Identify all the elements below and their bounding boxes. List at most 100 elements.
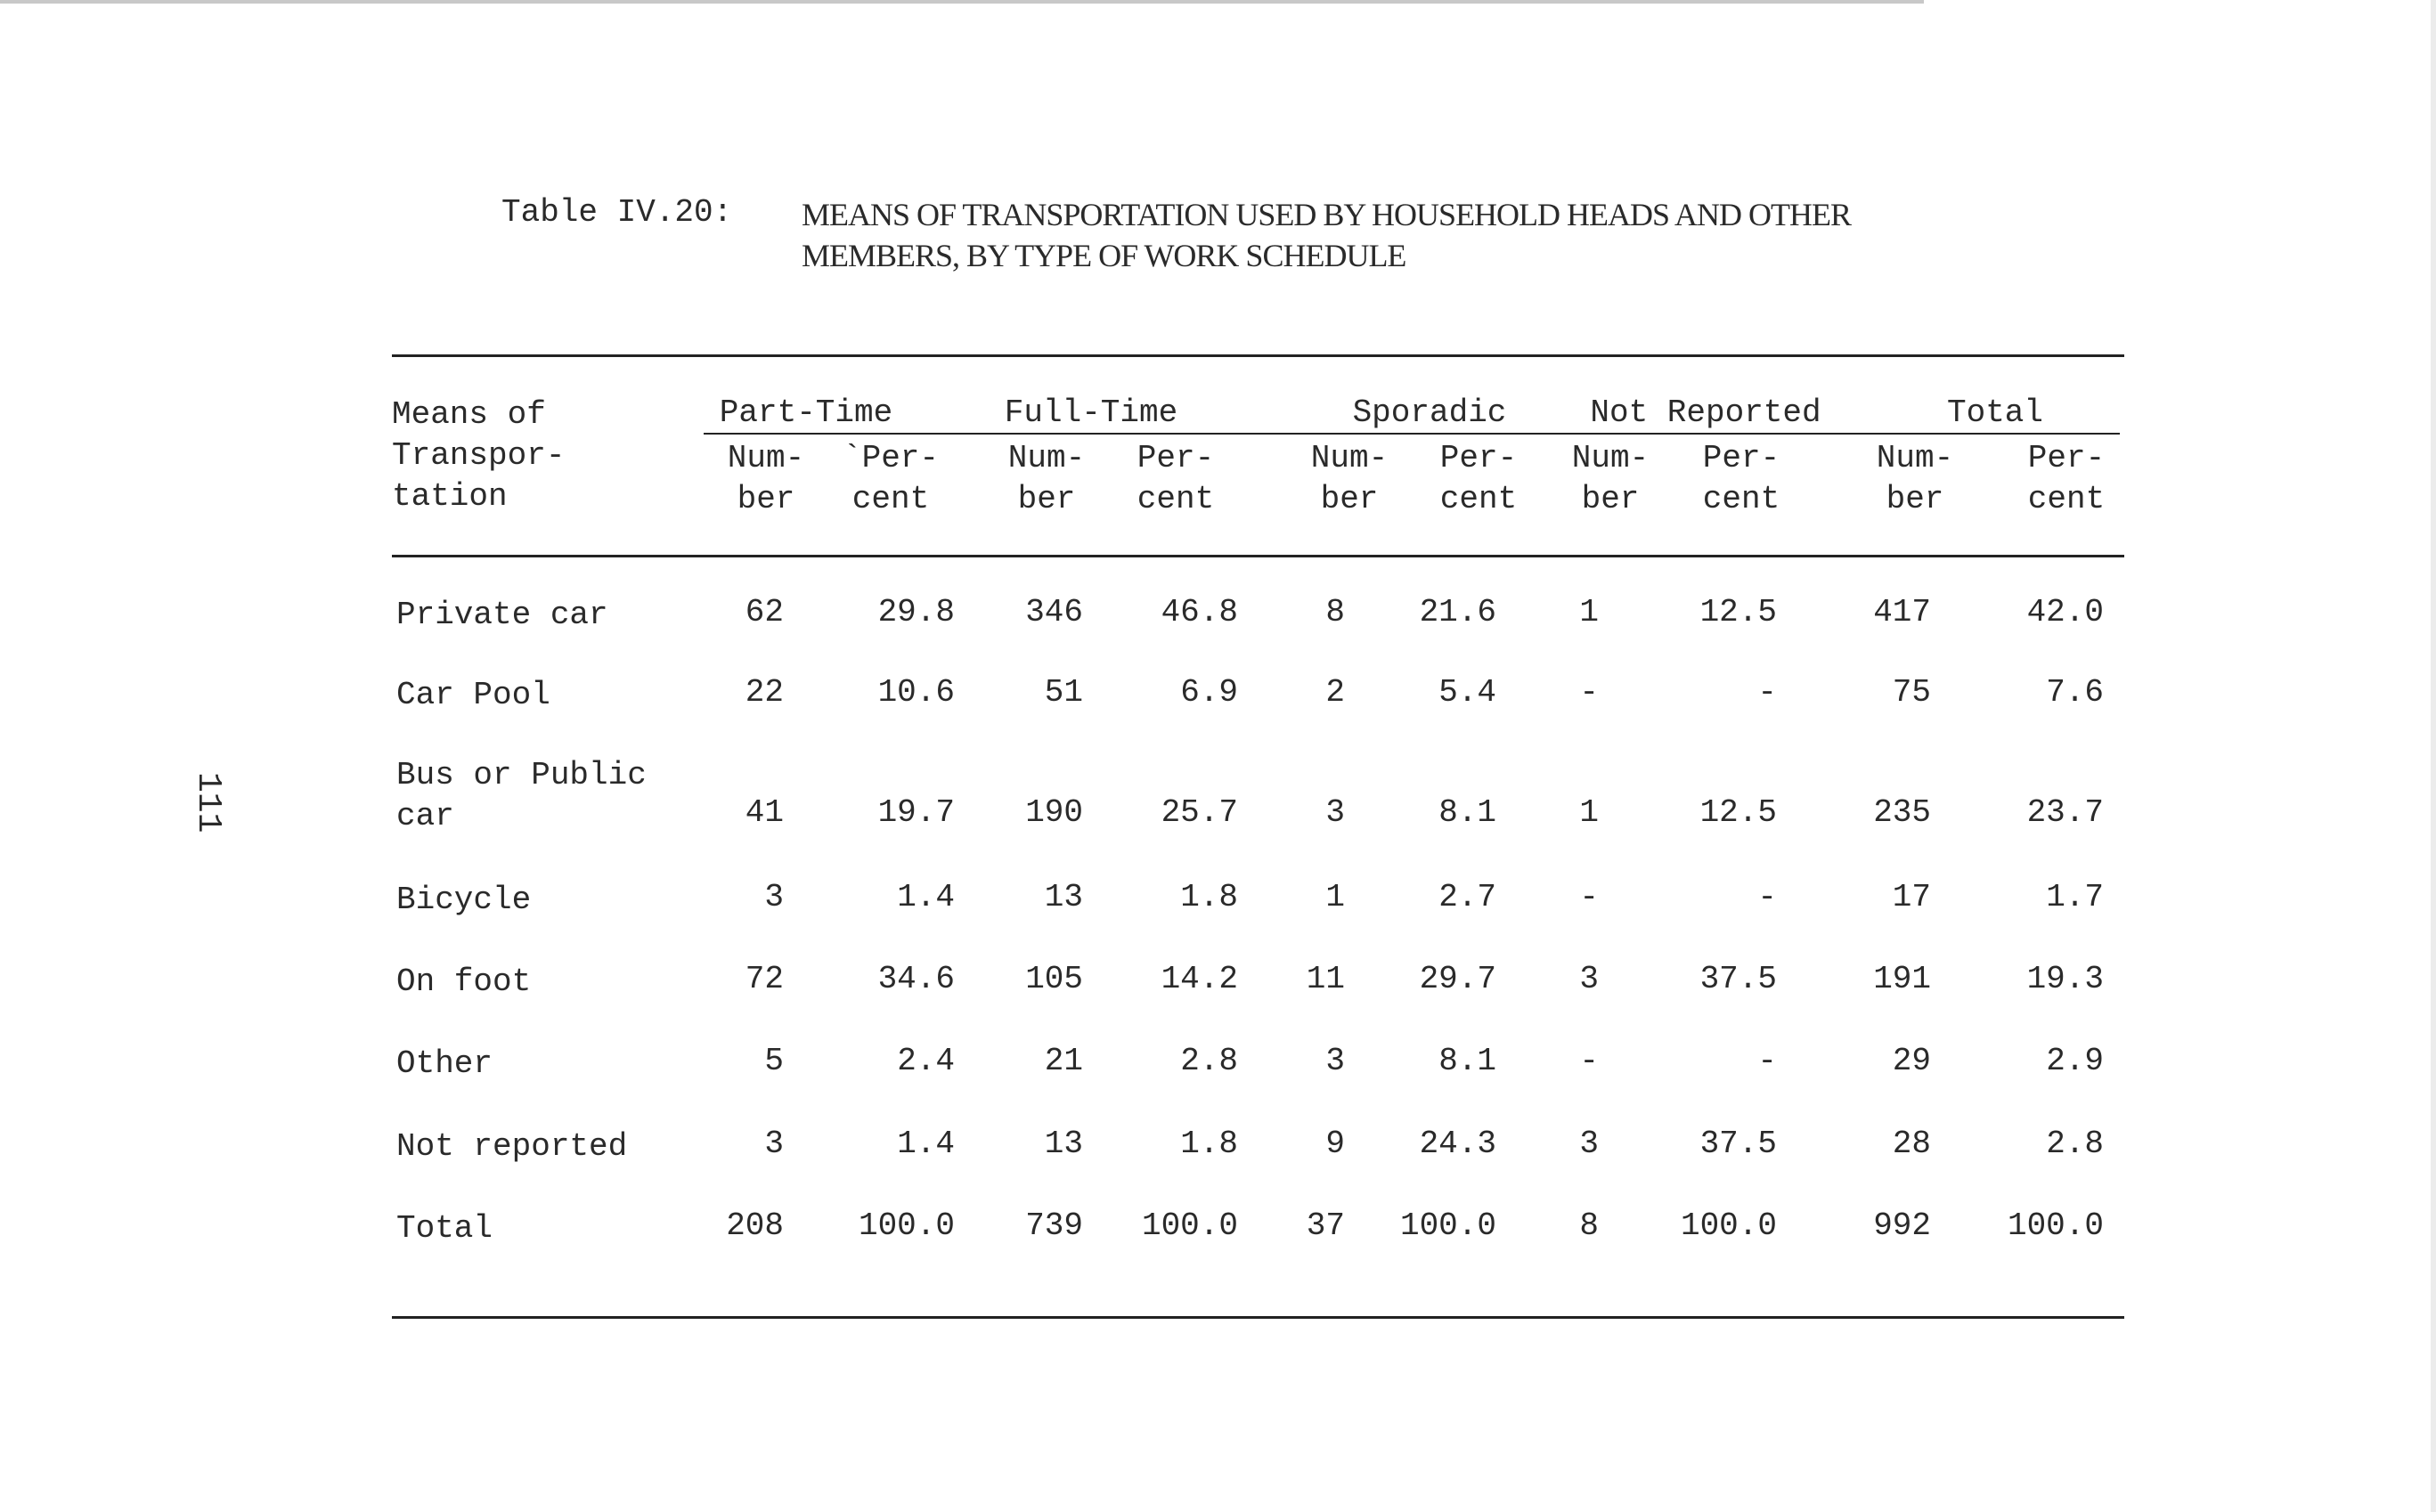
table-row: Car Pool 22 10.6 51 6.9 2 5.4 - - 75 7.6 [0,674,2436,728]
cell-number: 3 [764,1126,784,1162]
cell-percent: 1.7 [2046,879,2104,915]
cell-percent: 7.6 [2046,674,2104,711]
cell-number: 1 [1579,594,1599,630]
cell-percent: 1.8 [1180,879,1238,915]
row-label: Not reported [396,1128,628,1165]
subheader-percent: Per-cent [2027,440,2106,517]
cell-percent: 1.4 [897,879,955,915]
cell-number: 75 [1892,674,1931,711]
cell-percent: 24.3 [1419,1126,1496,1162]
cell-number: 8 [1579,1207,1599,1244]
cell-number: 41 [745,794,784,831]
cell-number: 739 [1025,1207,1083,1244]
cell-number: 37 [1306,1207,1345,1244]
cell-number: 2 [1325,674,1345,711]
table-row: Bus or Public car 41 19.7 190 25.7 3 8.1 1 12.5 23… [0,757,2436,849]
cell-number: 21 [1044,1043,1083,1079]
row-label: Private car [396,597,608,633]
cell-percent: 42.0 [2026,594,2104,630]
cell-percent: 5.4 [1438,674,1496,711]
scan-right-edge [2431,0,2436,1512]
table-row: Private car 62 29.8 346 46.8 8 21.6 1 12.5 417 42.… [0,594,2436,648]
cell-percent: 1.4 [897,1126,955,1162]
group-header-total: Total [1946,394,2044,431]
cell-number: 3 [1325,1043,1345,1079]
subheader-number: Num-ber [1876,440,1954,517]
cell-percent: 100.0 [1399,1207,1496,1244]
cell-percent: 34.6 [877,961,955,997]
cell-number: - [1579,674,1599,711]
cell-number: 22 [745,674,784,711]
subheader-percent: Per-cent [1702,440,1780,517]
cell-percent: 46.8 [1161,594,1238,630]
cell-number: - [1579,879,1599,915]
cell-percent: 2.4 [897,1043,955,1079]
group-header-not-reported: Not Reported [1590,394,1821,431]
cell-percent: 37.5 [1699,961,1777,997]
table-row: Total 208 100.0 739 100.0 37 100.0 8 100.0 992 100… [0,1207,2436,1262]
table-caption-title: MEANS OF TRANSPORTATION USED BY HOUSEHOL… [802,194,1852,276]
table-row: Other 5 2.4 21 2.8 3 8.1 - - 29 2.9 [0,1043,2436,1097]
cell-percent: 29.7 [1419,961,1496,997]
row-label: On foot [396,963,532,1000]
cell-percent: 100.0 [858,1207,955,1244]
cell-percent: 2.8 [2046,1126,2104,1162]
subheader-percent: Per-cent [1137,440,1215,517]
cell-number: 208 [726,1207,784,1244]
subheader-percent: Per-cent [1439,440,1518,517]
cell-number: 72 [745,961,784,997]
cell-number: 62 [745,594,784,630]
table-row: Bicycle 3 1.4 13 1.8 1 2.7 - - 17 1.7 [0,879,2436,933]
cell-number: 28 [1892,1126,1931,1162]
cell-percent: 2.9 [2046,1043,2104,1079]
cell-percent: 1.8 [1180,1126,1238,1162]
cell-number: 11 [1306,961,1345,997]
cell-number: 29 [1892,1043,1931,1079]
cell-percent: 6.9 [1180,674,1238,711]
cell-number: 191 [1873,961,1931,997]
cell-number: - [1579,1043,1599,1079]
table-caption-label: Table IV.20: [501,194,733,231]
cell-percent: 100.0 [2007,1207,2104,1244]
cell-number: 235 [1873,794,1931,831]
cell-percent: 21.6 [1419,594,1496,630]
cell-percent: 100.0 [1141,1207,1238,1244]
cell-number: 13 [1044,879,1083,915]
cell-number: 9 [1325,1126,1345,1162]
cell-percent: 100.0 [1680,1207,1777,1244]
cell-percent: 10.6 [877,674,955,711]
cell-percent: 12.5 [1699,794,1777,831]
cell-percent: 2.7 [1438,879,1496,915]
group-header-full-time: Full-Time [1004,394,1178,431]
subheader-number: Num-ber [727,440,805,517]
cell-percent: - [1757,674,1777,711]
cell-percent: 19.7 [877,794,955,831]
cell-percent: 8.1 [1438,794,1496,831]
subheader-percent: `Per-cent [842,440,940,517]
table-top-rule [392,354,2124,357]
cell-number: 1 [1579,794,1599,831]
scan-top-edge [0,0,1924,4]
cell-percent: 23.7 [2026,794,2104,831]
cell-percent: - [1757,879,1777,915]
cell-percent: 8.1 [1438,1043,1496,1079]
subheader-number: Num-ber [1310,440,1389,517]
row-label: Other [396,1045,493,1082]
cell-number: 346 [1025,594,1083,630]
cell-number: 17 [1892,879,1931,915]
cell-number: 992 [1873,1207,1931,1244]
cell-number: 5 [764,1043,784,1079]
group-header-sporadic: Sporadic [1352,394,1507,431]
group-header-underline [704,433,2120,435]
caption-title-line2: MEMBERS, BY TYPE OF WORK SCHEDULE [802,238,1406,273]
cell-number: 1 [1325,879,1345,915]
caption-title-line1: MEANS OF TRANSPORTATION USED BY HOUSEHOL… [802,197,1852,232]
cell-number: 417 [1873,594,1931,630]
cell-number: 190 [1025,794,1083,831]
table-row: On foot 72 34.6 105 14.2 11 29.7 3 37.5 191 19.3 [0,961,2436,1015]
header-bottom-rule [392,555,2124,557]
cell-number: 105 [1025,961,1083,997]
cell-percent: 12.5 [1699,594,1777,630]
cell-percent: 14.2 [1161,961,1238,997]
cell-number: 8 [1325,594,1345,630]
